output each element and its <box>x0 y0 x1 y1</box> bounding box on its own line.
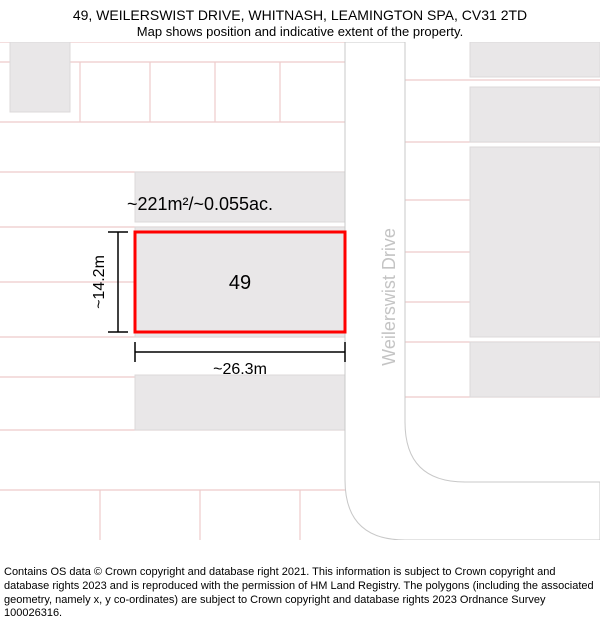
header: 49, WEILERSWIST DRIVE, WHITNASH, LEAMING… <box>0 0 600 41</box>
area-label: ~221m²/~0.055ac. <box>127 194 273 214</box>
page: 49, WEILERSWIST DRIVE, WHITNASH, LEAMING… <box>0 0 600 625</box>
building <box>470 42 600 77</box>
building <box>470 87 600 142</box>
building <box>135 375 345 430</box>
building <box>470 342 600 397</box>
road-label: Weilerswist Drive <box>379 228 399 366</box>
building <box>10 42 70 112</box>
copyright-footer: Contains OS data © Crown copyright and d… <box>4 566 596 621</box>
building <box>470 147 600 337</box>
page-title: 49, WEILERSWIST DRIVE, WHITNASH, LEAMING… <box>0 6 600 24</box>
plot-number-label: 49 <box>229 272 251 294</box>
dim-width-label: ~26.3m <box>213 361 267 378</box>
page-subtitle: Map shows position and indicative extent… <box>0 24 600 41</box>
dim-height-label: ~14.2m <box>91 255 108 309</box>
map-canvas: Weilerswist Drive 49 ~221m²/~0.055ac. ~14.2… <box>0 42 600 540</box>
